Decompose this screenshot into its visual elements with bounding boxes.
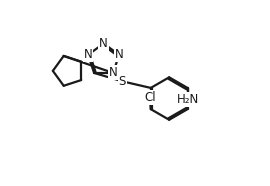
Text: N: N (99, 37, 108, 50)
Text: H₂N: H₂N (176, 93, 199, 106)
Text: N: N (109, 66, 117, 79)
Text: S: S (119, 75, 126, 88)
Text: N: N (84, 48, 93, 61)
Text: N: N (115, 48, 123, 61)
Text: Cl: Cl (144, 91, 156, 104)
